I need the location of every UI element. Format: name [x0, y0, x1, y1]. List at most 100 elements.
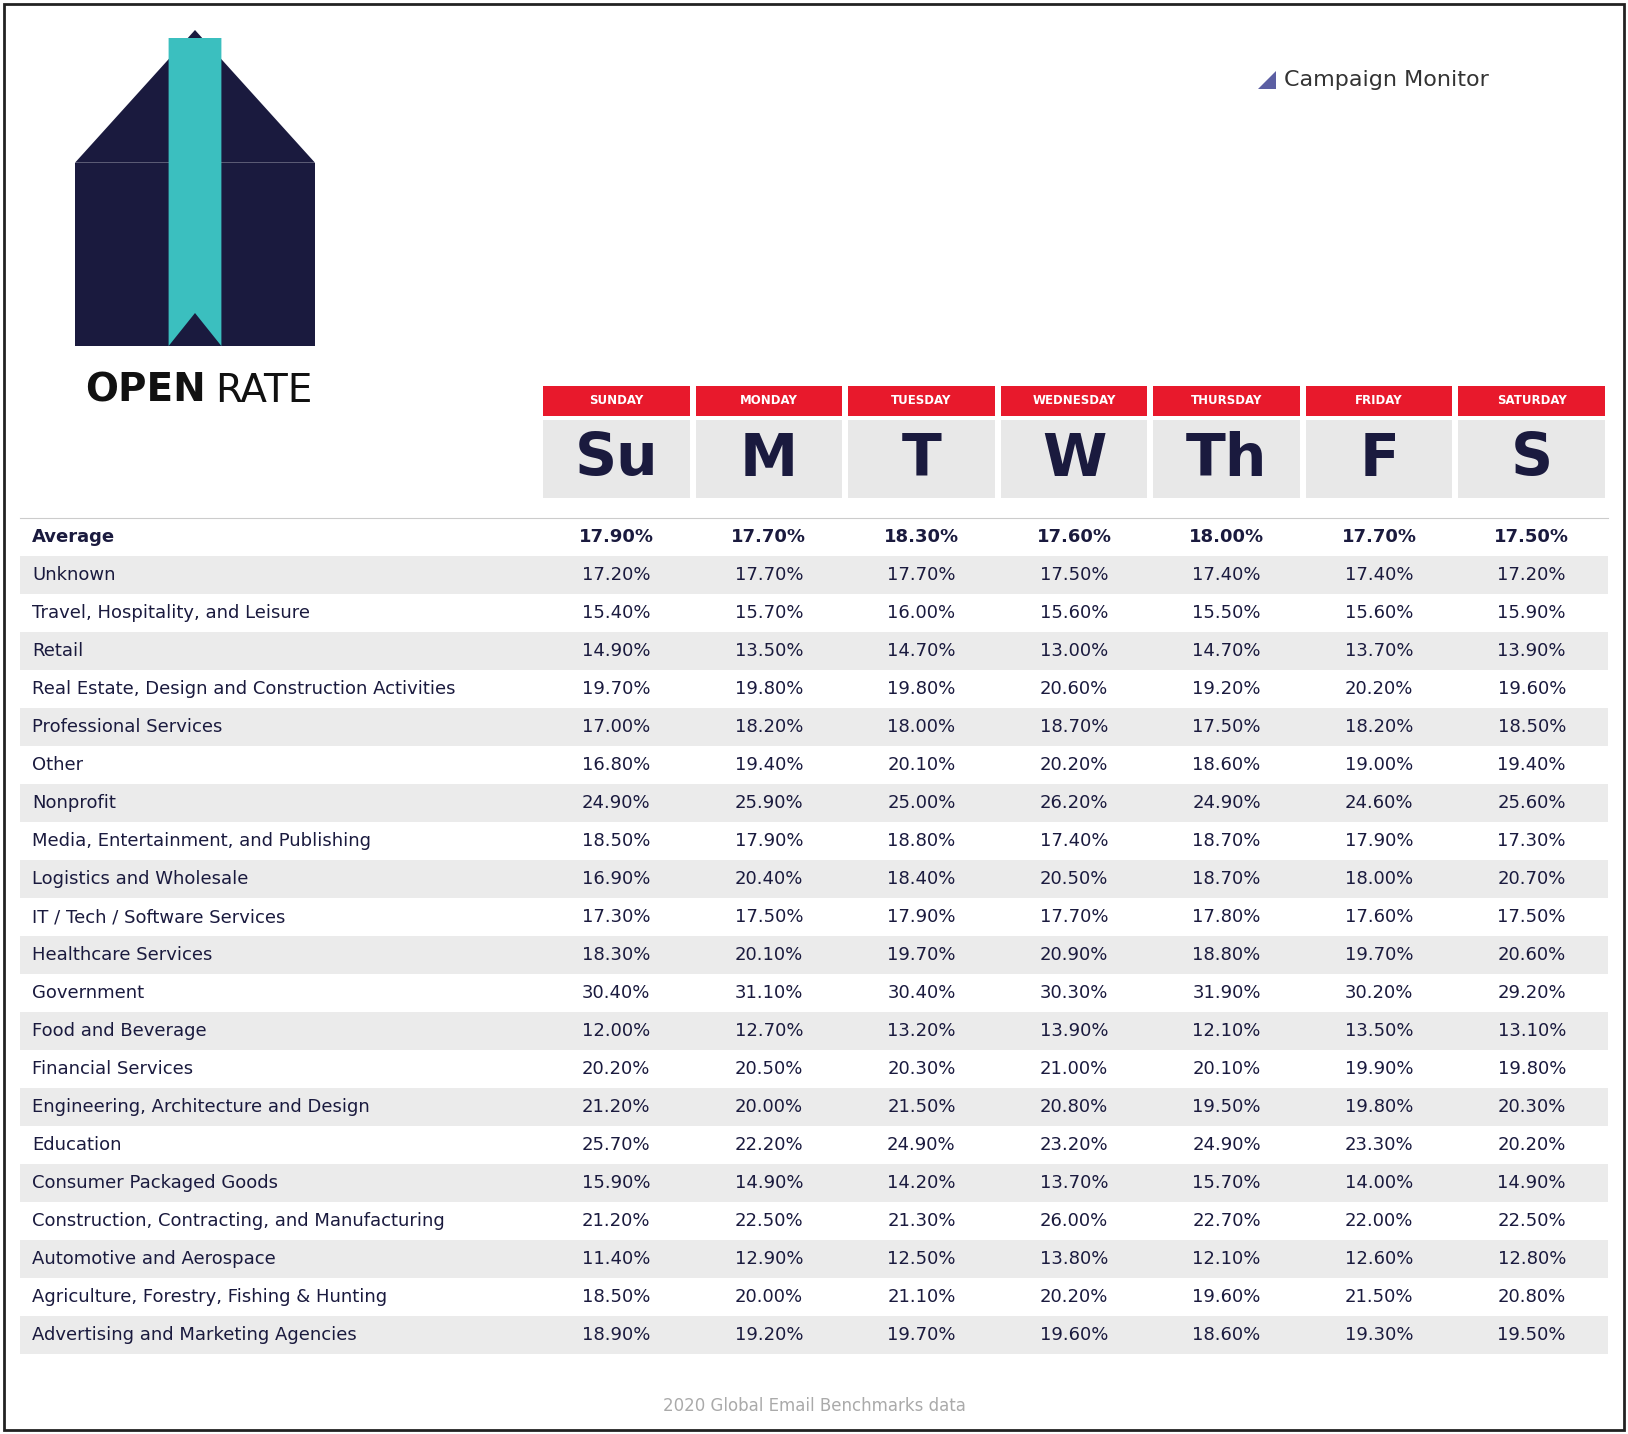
Text: 23.20%: 23.20%: [1040, 1136, 1109, 1154]
Text: 19.20%: 19.20%: [734, 1326, 803, 1344]
FancyBboxPatch shape: [20, 1012, 1608, 1050]
Text: 13.70%: 13.70%: [1345, 642, 1413, 660]
Text: 22.50%: 22.50%: [734, 1212, 803, 1230]
Text: 17.70%: 17.70%: [1341, 528, 1416, 546]
Text: 19.00%: 19.00%: [1345, 756, 1413, 774]
Text: Financial Services: Financial Services: [33, 1060, 194, 1078]
Text: 17.50%: 17.50%: [1192, 718, 1260, 736]
Text: 17.90%: 17.90%: [734, 832, 803, 850]
FancyBboxPatch shape: [3, 4, 1625, 1430]
Text: 16.80%: 16.80%: [583, 756, 651, 774]
Text: 17.30%: 17.30%: [583, 908, 651, 926]
Text: 18.30%: 18.30%: [884, 528, 959, 546]
Text: 21.20%: 21.20%: [583, 1212, 651, 1230]
Text: 13.10%: 13.10%: [1498, 1022, 1566, 1040]
Text: 20.80%: 20.80%: [1040, 1098, 1109, 1116]
FancyBboxPatch shape: [75, 162, 314, 346]
FancyBboxPatch shape: [20, 518, 1608, 556]
FancyBboxPatch shape: [1001, 420, 1148, 498]
Text: 13.90%: 13.90%: [1040, 1022, 1109, 1040]
Text: 23.30%: 23.30%: [1345, 1136, 1413, 1154]
Text: THURSDAY: THURSDAY: [1192, 394, 1262, 407]
Text: Th: Th: [1185, 430, 1267, 488]
Text: 12.00%: 12.00%: [583, 1022, 651, 1040]
Text: 17.20%: 17.20%: [583, 566, 651, 584]
Text: 17.70%: 17.70%: [1040, 908, 1109, 926]
Text: 24.90%: 24.90%: [1192, 1136, 1260, 1154]
Text: 15.90%: 15.90%: [1498, 604, 1566, 622]
FancyBboxPatch shape: [20, 898, 1608, 936]
Text: 16.00%: 16.00%: [887, 604, 956, 622]
Text: WEDNESDAY: WEDNESDAY: [1032, 394, 1115, 407]
Text: 18.20%: 18.20%: [734, 718, 803, 736]
Text: 30.40%: 30.40%: [887, 984, 956, 1002]
FancyBboxPatch shape: [848, 386, 995, 416]
Text: 26.00%: 26.00%: [1040, 1212, 1109, 1230]
Text: 17.40%: 17.40%: [1345, 566, 1413, 584]
Text: 21.30%: 21.30%: [887, 1212, 956, 1230]
Text: 19.70%: 19.70%: [1345, 946, 1413, 964]
Text: Real Estate, Design and Construction Activities: Real Estate, Design and Construction Act…: [33, 680, 456, 698]
Text: M: M: [739, 430, 798, 488]
Text: 19.80%: 19.80%: [734, 680, 803, 698]
Text: 19.80%: 19.80%: [1498, 1060, 1566, 1078]
Text: 18.20%: 18.20%: [1345, 718, 1413, 736]
FancyBboxPatch shape: [1153, 420, 1299, 498]
Text: 17.50%: 17.50%: [1498, 908, 1566, 926]
Text: 13.00%: 13.00%: [1040, 642, 1109, 660]
Text: T: T: [902, 430, 941, 488]
Text: 17.70%: 17.70%: [887, 566, 956, 584]
Text: 16.90%: 16.90%: [583, 870, 651, 888]
Text: 17.90%: 17.90%: [580, 528, 654, 546]
FancyBboxPatch shape: [20, 974, 1608, 1012]
Text: 2020 Global Email Benchmarks data: 2020 Global Email Benchmarks data: [663, 1397, 965, 1415]
Text: 13.90%: 13.90%: [1498, 642, 1566, 660]
FancyBboxPatch shape: [544, 420, 690, 498]
Text: 17.50%: 17.50%: [1040, 566, 1109, 584]
Text: 18.60%: 18.60%: [1192, 1326, 1260, 1344]
Text: 20.50%: 20.50%: [734, 1060, 803, 1078]
Text: Government: Government: [33, 984, 145, 1002]
Text: 19.70%: 19.70%: [887, 1326, 956, 1344]
Text: 24.90%: 24.90%: [1192, 794, 1260, 812]
Text: 20.40%: 20.40%: [734, 870, 803, 888]
Text: 17.30%: 17.30%: [1498, 832, 1566, 850]
Text: 19.40%: 19.40%: [1498, 756, 1566, 774]
FancyBboxPatch shape: [1153, 386, 1299, 416]
Text: F: F: [1359, 430, 1398, 488]
Text: 17.70%: 17.70%: [734, 566, 803, 584]
Text: Healthcare Services: Healthcare Services: [33, 946, 212, 964]
FancyBboxPatch shape: [20, 1202, 1608, 1240]
Text: Campaign Monitor: Campaign Monitor: [1284, 70, 1490, 90]
FancyBboxPatch shape: [20, 822, 1608, 860]
Text: 26.20%: 26.20%: [1040, 794, 1109, 812]
Text: 20.20%: 20.20%: [1040, 756, 1109, 774]
Text: 21.20%: 21.20%: [583, 1098, 651, 1116]
FancyBboxPatch shape: [20, 1240, 1608, 1278]
Text: 14.90%: 14.90%: [583, 642, 651, 660]
Text: 19.60%: 19.60%: [1192, 1288, 1260, 1306]
Text: 20.20%: 20.20%: [583, 1060, 651, 1078]
Text: 15.60%: 15.60%: [1040, 604, 1109, 622]
FancyBboxPatch shape: [848, 420, 995, 498]
Text: 17.50%: 17.50%: [1495, 528, 1569, 546]
Text: 19.80%: 19.80%: [887, 680, 956, 698]
Text: 19.70%: 19.70%: [887, 946, 956, 964]
Text: 12.70%: 12.70%: [734, 1022, 803, 1040]
Text: OPEN: OPEN: [85, 371, 205, 410]
Text: Engineering, Architecture and Design: Engineering, Architecture and Design: [33, 1098, 370, 1116]
Text: 17.40%: 17.40%: [1040, 832, 1109, 850]
Text: Advertising and Marketing Agencies: Advertising and Marketing Agencies: [33, 1326, 357, 1344]
Text: 13.80%: 13.80%: [1040, 1250, 1109, 1268]
Text: 18.00%: 18.00%: [1345, 870, 1413, 888]
Text: 17.60%: 17.60%: [1345, 908, 1413, 926]
Text: Professional Services: Professional Services: [33, 718, 223, 736]
Text: 21.50%: 21.50%: [887, 1098, 956, 1116]
Text: S: S: [1511, 430, 1553, 488]
FancyBboxPatch shape: [20, 708, 1608, 746]
Text: Unknown: Unknown: [33, 566, 116, 584]
Text: 13.70%: 13.70%: [1040, 1174, 1109, 1192]
Text: MONDAY: MONDAY: [739, 394, 798, 407]
FancyBboxPatch shape: [20, 1316, 1608, 1354]
Text: Logistics and Wholesale: Logistics and Wholesale: [33, 870, 249, 888]
